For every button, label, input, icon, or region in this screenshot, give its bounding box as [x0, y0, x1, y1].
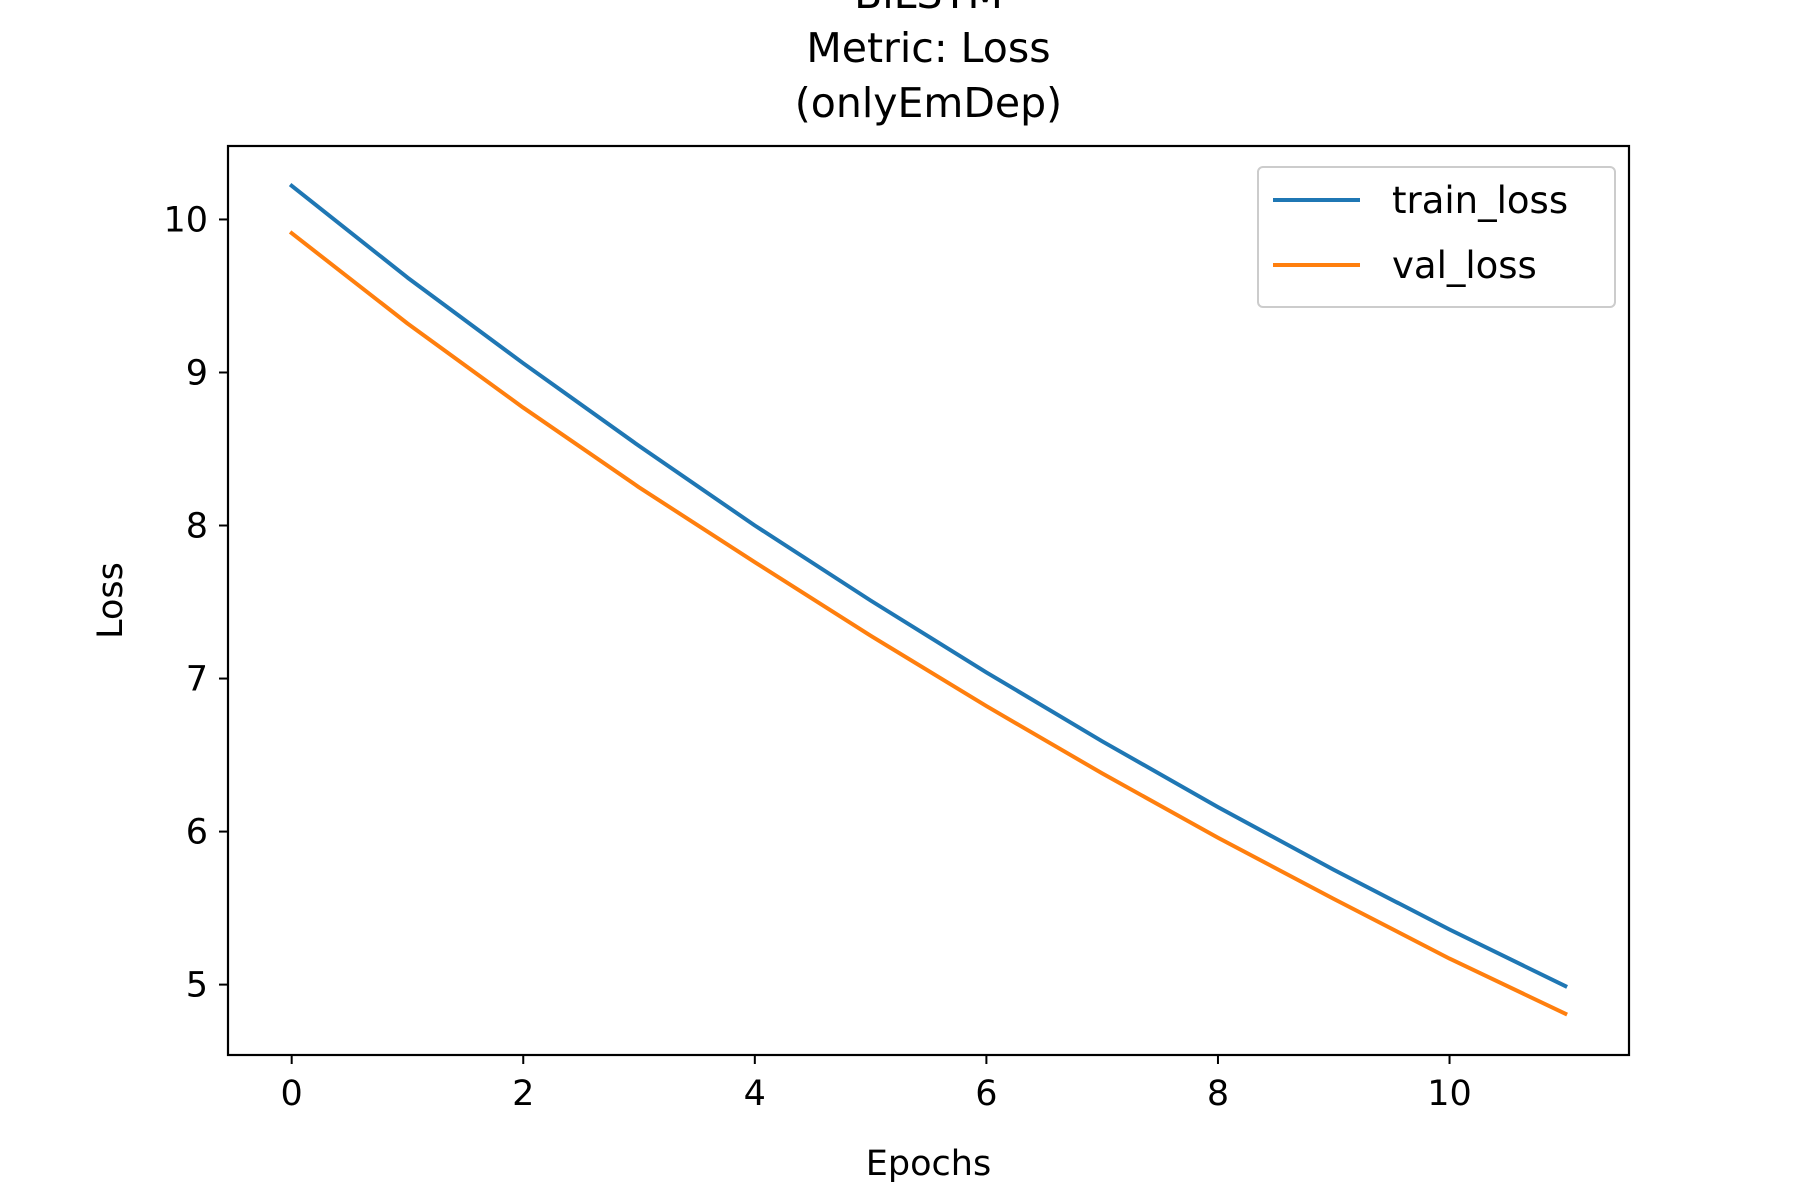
title-line-1: Metric: Loss: [806, 24, 1050, 72]
legend-label-val_loss: val_loss: [1392, 244, 1537, 287]
legend: train_loss val_loss: [1257, 166, 1616, 308]
y-axis-label: Loss: [91, 562, 131, 639]
y-tick-label: 7: [186, 660, 208, 700]
series-line-val_loss: [288, 230, 1568, 1017]
x-tick-label: 6: [975, 1074, 997, 1114]
y-tick-label: 5: [186, 966, 208, 1006]
x-axis: 0 2 4 6 8 10: [281, 1055, 1472, 1114]
chart-title: BiLSTM Metric: Loss (onlyEmDep): [795, 0, 1062, 127]
title-line-0: BiLSTM: [854, 0, 1003, 18]
y-axis: 5 6 7 8 9 10: [163, 200, 228, 1006]
x-tick-label: 10: [1427, 1074, 1472, 1114]
y-tick-label: 8: [186, 507, 208, 547]
y-tick-label: 6: [186, 813, 208, 853]
plot-area: [226, 144, 1631, 1057]
y-tick-label: 9: [186, 353, 208, 393]
x-axis-label: Epochs: [866, 1144, 991, 1184]
x-tick-label: 4: [744, 1074, 766, 1114]
x-tick-label: 0: [281, 1074, 303, 1114]
series-line-train_loss: [288, 182, 1568, 989]
legend-label-train_loss: train_loss: [1392, 179, 1568, 222]
x-tick-label: 2: [512, 1074, 534, 1114]
title-line-2: (onlyEmDep): [795, 79, 1062, 127]
x-tick-label: 8: [1207, 1074, 1229, 1114]
series-lines: [288, 182, 1568, 1017]
y-tick-label: 10: [163, 200, 208, 240]
